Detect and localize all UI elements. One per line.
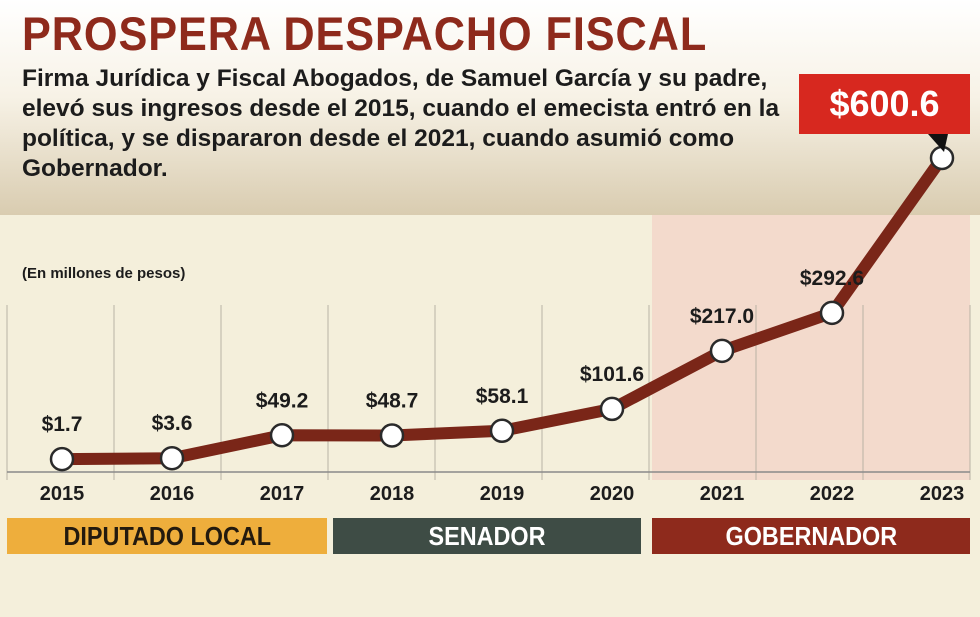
gobernador-highlight: [652, 215, 970, 480]
data-point-2020: [599, 396, 625, 422]
period-gobernador-label: GOBERNADOR: [725, 521, 897, 551]
data-points: [49, 145, 955, 472]
period-diputado-local: DIPUTADO LOCAL: [7, 518, 327, 554]
data-point-2019: [489, 418, 515, 444]
data-point-2021: [709, 338, 735, 364]
data-labels: $1.7 $3.6 $49.2 $48.7 $58.1 $101.6 $217.0 $292.…: [42, 267, 865, 436]
period-gobernador: GOBERNADOR: [652, 518, 970, 554]
x-tick-2015: 2015: [40, 483, 85, 505]
x-tick-2018: 2018: [370, 483, 415, 505]
data-point-2022: [819, 300, 845, 326]
highlight-callout: $600.6: [799, 74, 970, 134]
headline-title: PROSPERA DESPACHO FISCAL: [22, 7, 708, 60]
data-label-2017: $49.2: [256, 389, 309, 412]
data-label-2020: $101.6: [580, 363, 644, 386]
vertical-gridlines: [6, 305, 971, 480]
x-tick-2023: 2023: [920, 483, 965, 505]
data-label-2021: $217.0: [690, 305, 754, 328]
units-label: (En millones de pesos): [22, 265, 186, 282]
data-point-2017: [269, 423, 295, 448]
data-point-2016: [159, 445, 185, 471]
data-label-2019: $58.1: [476, 385, 529, 408]
x-tick-2019: 2019: [480, 483, 525, 505]
x-tick-2022: 2022: [810, 483, 855, 505]
period-diputado-local-label: DIPUTADO LOCAL: [63, 521, 271, 551]
headline-subtitle: Firma Jurídica y Fiscal Abogados, de Sam…: [22, 65, 780, 182]
period-senador: SENADOR: [333, 518, 641, 554]
data-label-2015: $1.7: [42, 413, 83, 436]
data-point-2018: [379, 423, 405, 448]
data-point-2023: [929, 145, 955, 171]
x-tick-2016: 2016: [150, 483, 195, 505]
x-tick-2020: 2020: [590, 483, 635, 505]
data-label-2022: $292.6: [800, 267, 864, 290]
period-senador-label: SENADOR: [428, 521, 546, 551]
highlight-callout-value: $600.6: [829, 83, 940, 124]
data-label-2018: $48.7: [366, 390, 419, 413]
data-label-2016: $3.6: [152, 412, 193, 435]
data-point-2015: [49, 446, 75, 472]
x-tick-2017: 2017: [260, 483, 305, 505]
x-tick-2021: 2021: [700, 483, 745, 505]
period-bands: DIPUTADO LOCAL SENADOR GOBERNADOR: [0, 518, 980, 554]
x-tick-labels: 2015 2016 2017 2018 2019 2020 2021 2022 2023: [40, 483, 965, 505]
callout-pointer: [928, 134, 948, 152]
